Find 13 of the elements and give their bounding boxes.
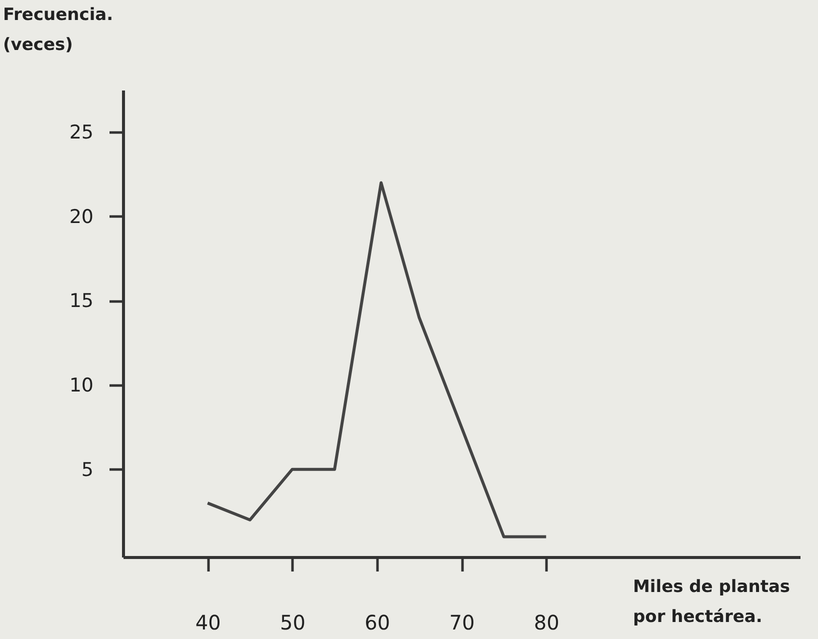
y-tick-label: 5 [81,458,94,481]
y-tick-label: 10 [69,374,94,397]
y-tick-label: 20 [69,206,94,228]
y-tick-label: 15 [69,290,94,312]
y-tick-label: 25 [69,122,94,144]
x-tick-label: 50 [280,610,306,634]
y-axis-title: Frecuencia. (veces) [3,5,114,55]
x-tick-label: 60 [364,610,390,634]
x-axis-title: Miles de plantas por hectárea. [633,577,790,627]
x-tick-label: 80 [534,610,560,634]
line-series [206,181,548,538]
x-tick-label: 40 [195,610,221,634]
x-tick-label: 70 [449,610,475,634]
